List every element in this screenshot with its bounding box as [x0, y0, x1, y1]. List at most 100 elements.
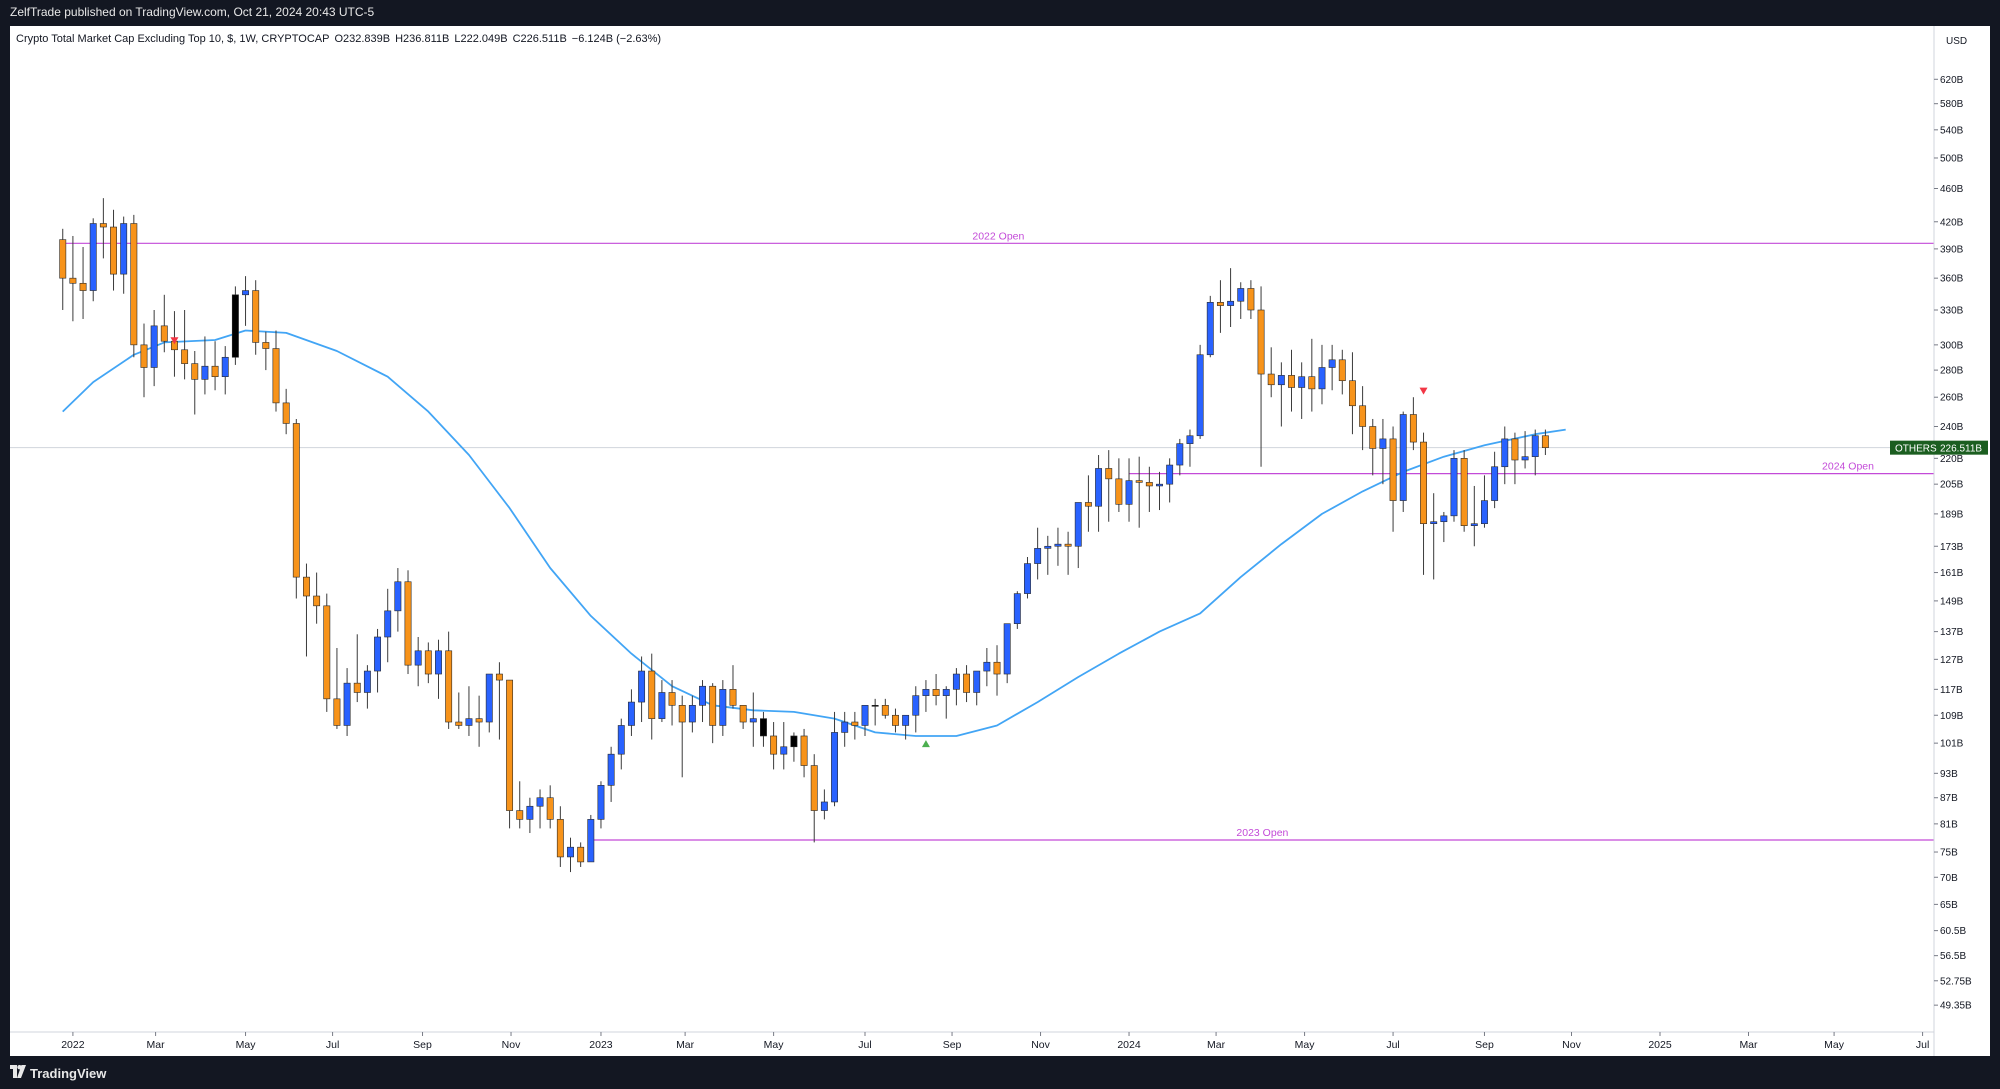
x-tick-label: 2024 — [1117, 1039, 1141, 1051]
candle-body — [678, 705, 686, 723]
candle — [363, 665, 371, 709]
candle-body — [140, 344, 148, 368]
last-price-tag: OTHERS 226.511B — [1890, 440, 1988, 455]
candle-body — [1277, 375, 1285, 386]
y-tick-label: 280B — [1940, 366, 1964, 377]
candle — [424, 642, 432, 684]
legend-low: L222.049B — [454, 33, 508, 45]
price-axis[interactable]: USD 620B 580B 540B 500B 460B 420B 390B 360B 330B… — [1933, 26, 1972, 1056]
candle — [231, 286, 239, 365]
candle-body — [475, 718, 483, 723]
candle-body — [546, 797, 554, 820]
candle — [242, 276, 249, 326]
candle — [110, 209, 117, 291]
candle-body — [394, 581, 402, 612]
candle-body — [191, 363, 199, 380]
legend-high: H236.811B — [395, 33, 450, 45]
x-tick-label: Mar — [1207, 1039, 1226, 1051]
candle — [1399, 411, 1407, 512]
y-tick-label: 75B — [1940, 848, 1958, 859]
candle — [201, 336, 209, 395]
x-tick-label: May — [236, 1039, 257, 1051]
ema-series — [62, 329, 1566, 737]
candle-body — [1450, 458, 1458, 517]
candle — [160, 294, 168, 353]
candle — [516, 781, 524, 829]
candle-body — [343, 682, 351, 726]
candle-body — [780, 746, 788, 755]
marker-down-icon — [1419, 387, 1428, 395]
y-tick-label: 620B — [1940, 75, 1964, 86]
candle — [1531, 429, 1539, 476]
candle-body — [699, 685, 706, 706]
level-label: 2023 Open — [1236, 827, 1288, 839]
candle — [1318, 344, 1326, 405]
candle-body — [1176, 443, 1184, 466]
candle — [1186, 429, 1194, 467]
candle-body — [333, 698, 341, 726]
candle-body — [719, 689, 727, 726]
candle-body — [983, 661, 991, 672]
candle — [973, 670, 981, 706]
marker-down-icon — [170, 337, 179, 345]
candle — [770, 722, 778, 770]
candle — [506, 679, 514, 829]
y-tick-label: 109B — [1940, 711, 1964, 722]
candle-body — [1227, 300, 1235, 306]
candle-body — [211, 365, 219, 377]
candle — [1115, 458, 1123, 512]
candle — [1288, 349, 1295, 412]
candle — [1328, 344, 1336, 391]
y-tick-label: 173B — [1940, 542, 1964, 553]
y-tick-label: 93B — [1940, 769, 1958, 780]
candle — [1450, 450, 1458, 522]
candle — [1389, 426, 1397, 532]
candle — [333, 647, 341, 729]
candle-body — [729, 689, 737, 706]
candle — [1196, 344, 1204, 439]
candle-body — [1460, 458, 1468, 526]
candle-body — [607, 753, 615, 786]
x-tick-label: 2025 — [1648, 1039, 1672, 1051]
candlestick-chart[interactable]: 2022 Open 2023 Open 2024 Open USD 620B 580B… — [0, 0, 2000, 1056]
ema-line — [62, 329, 1566, 737]
candle — [313, 572, 321, 624]
candle — [912, 686, 920, 733]
legend-close: C226.511B — [512, 33, 567, 45]
candle — [79, 247, 87, 319]
candle — [699, 680, 706, 723]
candle-body — [1084, 502, 1092, 507]
candle-body — [516, 810, 524, 820]
candle-body — [1369, 426, 1377, 449]
candle-body — [1399, 414, 1407, 501]
y-tick-label: 330B — [1940, 305, 1964, 316]
publish-text: ZelfTrade published on TradingView.com, … — [10, 5, 375, 19]
y-tick-label: 360B — [1940, 274, 1964, 285]
time-axis[interactable]: 2022 Mar May Jul Sep Nov 2023 Mar May Jul Sep Nov 20… — [10, 1031, 1934, 1051]
candle — [1460, 450, 1468, 532]
candle-body — [536, 797, 544, 807]
candle — [536, 789, 544, 829]
x-tick-label: May — [1824, 1039, 1845, 1051]
candle-body — [59, 239, 67, 279]
candle-body — [1359, 405, 1367, 427]
candle — [861, 705, 869, 736]
candle — [881, 698, 889, 719]
candle — [191, 351, 199, 415]
candle-body — [973, 670, 981, 693]
candle-body — [79, 282, 87, 291]
candle-body — [1420, 441, 1427, 525]
signal-markers — [170, 337, 1428, 748]
chart-panel[interactable] — [10, 26, 1990, 1056]
candle — [1541, 429, 1549, 456]
candle — [1013, 591, 1021, 629]
candle-body — [1338, 359, 1346, 382]
candle — [952, 668, 960, 706]
candle — [577, 842, 585, 867]
x-tick-label: May — [1295, 1039, 1316, 1051]
candle — [1237, 282, 1245, 319]
candle-body — [1257, 309, 1265, 375]
candle — [871, 698, 879, 726]
candle — [485, 673, 493, 733]
candle-body — [739, 705, 747, 723]
